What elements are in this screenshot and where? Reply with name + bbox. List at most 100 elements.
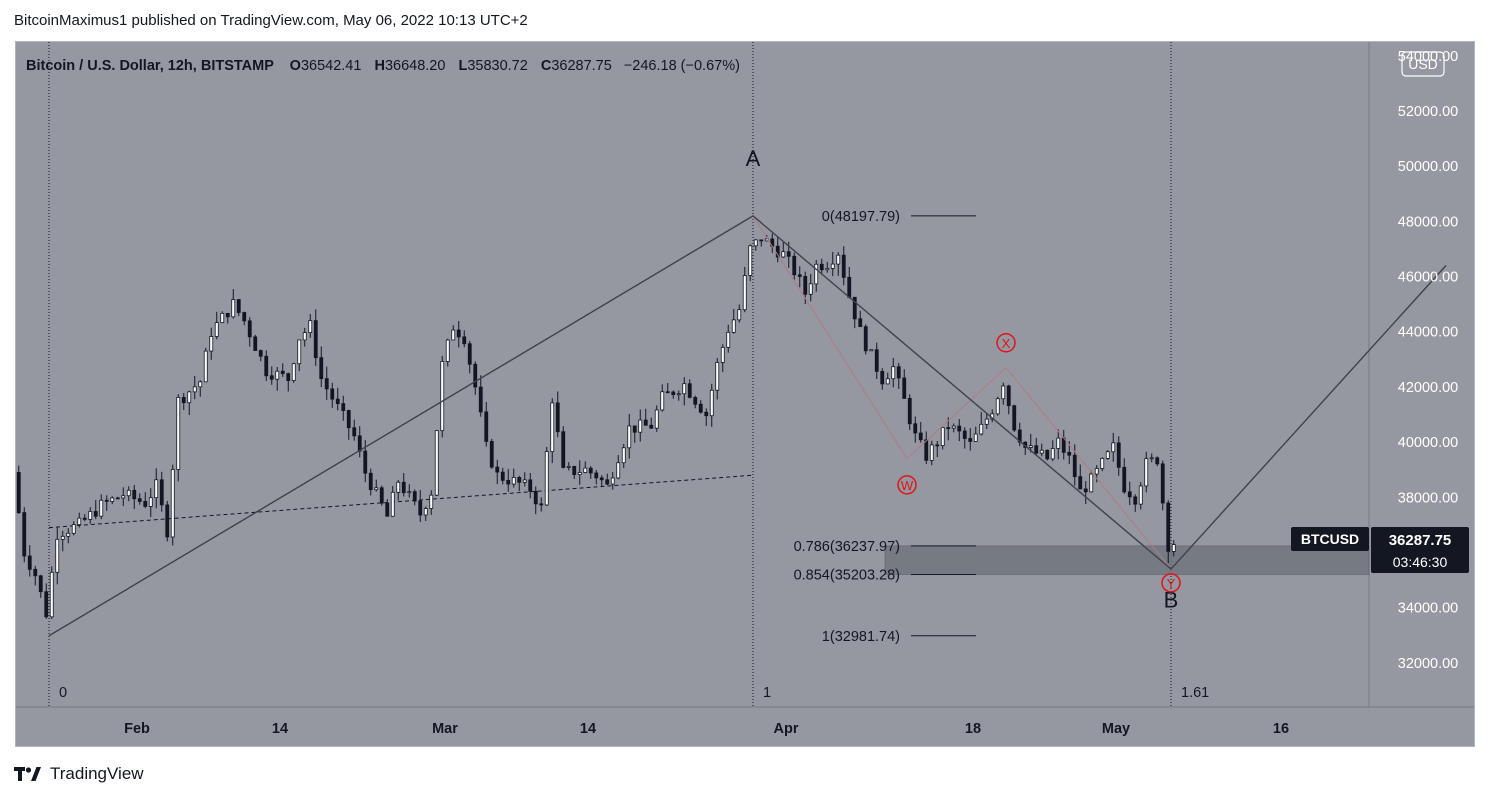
candle-body xyxy=(753,239,758,247)
candle xyxy=(445,338,450,367)
candle-body xyxy=(352,427,357,437)
candle xyxy=(1111,432,1116,462)
candle-body xyxy=(401,481,406,494)
wave-path xyxy=(48,215,1447,637)
candle-body xyxy=(308,320,313,333)
candle xyxy=(341,395,346,421)
wave-letter-b: B xyxy=(1164,588,1179,613)
candle-body xyxy=(242,312,247,322)
candle-body xyxy=(1039,449,1044,454)
price-chart[interactable]: 0 1 1.61 0(48197.79)0.786(36237.97)0.854(3… xyxy=(16,42,1474,746)
currency-button[interactable]: USD xyxy=(1401,51,1445,77)
tradingview-footer[interactable]: TradingView xyxy=(14,764,144,784)
y-tick-label: 46000.00 xyxy=(1398,270,1458,286)
candle-body xyxy=(709,389,714,417)
candle xyxy=(995,396,1000,416)
candle xyxy=(715,358,720,400)
time-marker-lines: 0 1 1.61 xyxy=(48,42,1209,707)
candle-body xyxy=(1050,448,1055,460)
candle xyxy=(1122,458,1127,494)
candle xyxy=(665,382,670,394)
candle-body xyxy=(863,326,868,352)
candle xyxy=(115,496,120,500)
tradingview-logo-icon xyxy=(14,766,44,782)
candle-body xyxy=(121,495,126,499)
candle xyxy=(616,455,621,480)
candle-body xyxy=(187,391,192,404)
candle xyxy=(297,339,302,372)
x-tick-label: Feb xyxy=(124,721,150,737)
fib-levels: 0(48197.79) 0.786(36237.97) 0.854(35203.28… xyxy=(794,209,976,645)
candle-body xyxy=(192,386,197,393)
candle-body xyxy=(907,398,912,425)
candle-body xyxy=(297,339,302,365)
candle xyxy=(819,258,824,275)
candle xyxy=(544,446,549,507)
candle xyxy=(808,273,813,302)
wave-layer xyxy=(48,215,1447,637)
candle xyxy=(896,362,901,389)
wave-letter-a: A xyxy=(746,146,761,171)
candle-body xyxy=(896,366,901,379)
legend-h-label: H xyxy=(374,58,384,74)
candle xyxy=(176,394,181,482)
candle xyxy=(759,239,764,247)
candle-body xyxy=(539,503,544,506)
candle xyxy=(869,349,874,352)
candle-body xyxy=(379,487,384,504)
published-caption: BitcoinMaximus1 published on TradingView… xyxy=(14,12,528,29)
candle xyxy=(423,506,428,522)
candle-body xyxy=(1100,457,1105,469)
candle xyxy=(709,383,714,427)
chart-area[interactable]: 0 1 1.61 0(48197.79) 0.786(36237.97) 0.854(3… xyxy=(15,41,1475,747)
candle-body xyxy=(522,479,527,483)
candle xyxy=(66,528,71,544)
candle xyxy=(440,355,445,438)
fib-zone xyxy=(884,545,1370,575)
candle xyxy=(671,390,676,399)
price-scale[interactable] xyxy=(1369,42,1474,707)
candle-body xyxy=(1111,442,1116,453)
candle xyxy=(1149,453,1154,463)
candle-body xyxy=(126,489,131,497)
legend-o-label: O xyxy=(290,58,301,74)
candle xyxy=(1105,450,1110,460)
candle xyxy=(500,467,505,485)
candle-body xyxy=(687,383,692,398)
candle-body xyxy=(715,362,720,391)
candle-body xyxy=(291,363,296,381)
candle xyxy=(1045,449,1050,461)
candle-body xyxy=(704,411,709,417)
y-tick-label: 40000.00 xyxy=(1398,435,1458,451)
candle-body xyxy=(781,251,786,258)
candle-body xyxy=(797,274,802,277)
candle-body xyxy=(918,432,923,441)
candle-body xyxy=(1149,457,1154,460)
candle xyxy=(660,384,665,412)
candle-body xyxy=(22,512,27,557)
candle xyxy=(649,417,654,429)
candle-body xyxy=(1017,429,1022,443)
candle-body xyxy=(330,388,335,400)
candle-body xyxy=(940,427,945,446)
candle xyxy=(462,330,467,348)
candle xyxy=(379,485,384,506)
candle xyxy=(253,334,258,351)
y-tick-label: 44000.00 xyxy=(1398,325,1458,341)
circled-label-w: W xyxy=(897,475,917,495)
candle xyxy=(1138,482,1143,510)
candle xyxy=(742,266,747,313)
candle-body xyxy=(258,350,263,357)
candle xyxy=(319,346,324,388)
candle-body xyxy=(1144,458,1149,487)
candle-body xyxy=(60,535,65,540)
time-scale[interactable] xyxy=(16,707,1474,746)
candle xyxy=(517,475,522,492)
candle-body xyxy=(1094,468,1099,475)
candle xyxy=(588,466,593,479)
candle-body xyxy=(385,502,390,517)
candle-body xyxy=(1171,544,1176,552)
candle xyxy=(242,311,247,326)
inner-wave-path xyxy=(752,215,1172,570)
candle xyxy=(148,488,153,518)
